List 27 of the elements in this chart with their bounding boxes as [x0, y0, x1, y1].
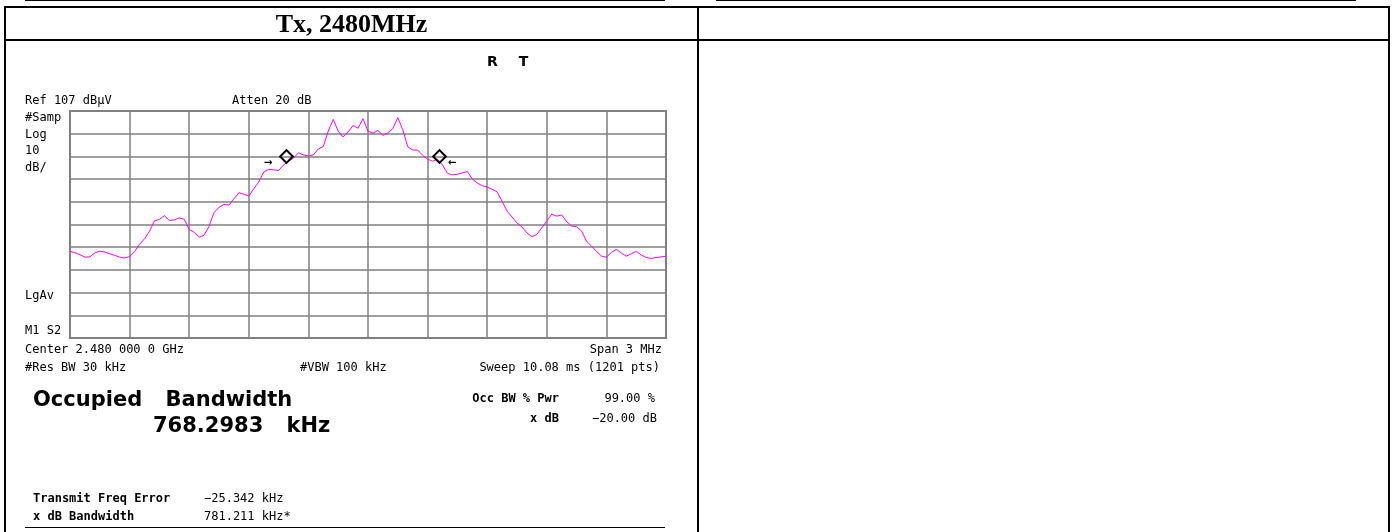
text: −20.00 dB [591, 411, 657, 425]
text: Log [25, 127, 47, 141]
text: −25.342 kHz [204, 491, 284, 505]
annotation: ← [448, 153, 457, 169]
text: x dB [530, 411, 559, 425]
text: Ref 107 dBµV [25, 93, 112, 107]
chart-title: Tx, 2480MHz [274, 8, 429, 40]
text: #Samp [25, 110, 62, 124]
text: dB/ [25, 160, 47, 174]
text: #VBW 100 kHz [300, 360, 387, 374]
text: Occ BW % Pwr [472, 391, 559, 405]
text: 10 [25, 143, 40, 157]
text: Occupied Bandwidth [33, 387, 293, 411]
text: Sweep 10.08 ms (1201 pts) [479, 360, 660, 374]
text: Span 3 MHz [589, 342, 662, 356]
annotation: → [264, 153, 273, 169]
text: Center 2.480 000 0 GHz [25, 342, 184, 356]
text: M1 S2 [25, 323, 62, 337]
text: 99.00 % [604, 391, 655, 405]
text: LgAv [25, 288, 54, 302]
text: 781.211 kHz* [204, 509, 291, 523]
text: 768.2983 kHz [153, 413, 331, 437]
text: x dB Bandwidth [33, 509, 135, 523]
text: #Res BW 30 kHz [25, 360, 127, 374]
text: Transmit Freq Error [33, 491, 171, 505]
text: Atten 20 dB [232, 93, 312, 107]
text: R T [487, 53, 529, 69]
